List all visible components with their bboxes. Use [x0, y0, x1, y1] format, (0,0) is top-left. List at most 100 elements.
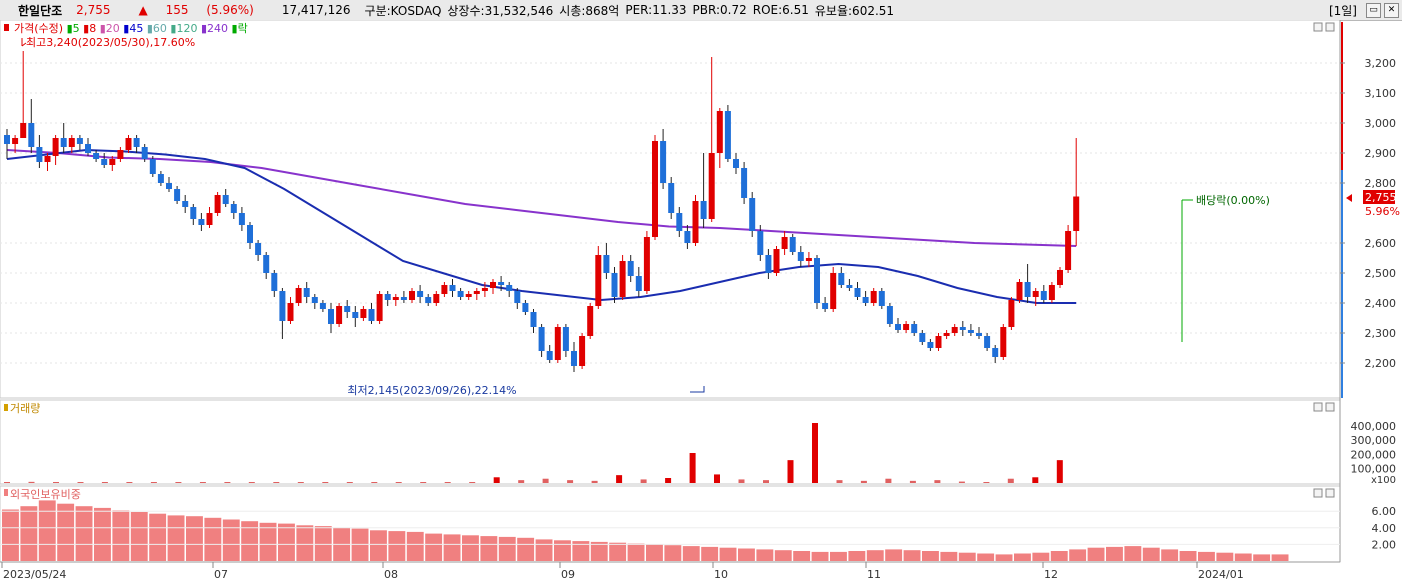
low-label: 최저2,145(2023/09/26),22.14%	[347, 384, 516, 397]
candle	[935, 333, 942, 351]
candle	[157, 171, 164, 186]
candle-body	[984, 336, 991, 348]
candle	[562, 324, 569, 357]
foreign-ratio-bar	[848, 551, 866, 561]
candle	[870, 288, 877, 306]
candle-body	[190, 207, 197, 219]
candle-body	[93, 153, 100, 159]
legend-item: 가격(수정)	[14, 22, 63, 35]
legend-item: 5	[73, 22, 80, 35]
foreign-ratio-bar	[922, 551, 939, 561]
volume-bar	[885, 478, 892, 483]
foreign-ratio-bar	[406, 531, 424, 561]
candle	[660, 129, 667, 189]
candle-body	[838, 273, 845, 285]
candle-body	[230, 204, 237, 213]
volume-bars	[4, 423, 1063, 483]
restore-button[interactable]: ▭	[1366, 2, 1381, 18]
candle-body	[773, 249, 780, 273]
candle-body	[182, 201, 189, 207]
candle	[733, 153, 739, 174]
foreign-ratio-bar	[222, 519, 240, 561]
candle-body	[336, 306, 343, 324]
price-tick-label: 3,100	[1365, 87, 1397, 100]
candle	[141, 144, 148, 162]
price-panel-buttons[interactable]	[1313, 22, 1335, 32]
candle	[846, 279, 853, 291]
foreign-ratio-bar	[774, 550, 792, 561]
candle	[441, 282, 448, 297]
candle-body	[676, 213, 683, 231]
volume-bar	[469, 482, 476, 483]
candle	[417, 285, 424, 303]
legend-item: 240	[207, 22, 228, 35]
candle	[781, 231, 788, 255]
foreign-ratio-bar	[57, 503, 75, 561]
candle	[1057, 267, 1063, 288]
volume-panel[interactable]	[0, 399, 1341, 485]
candle-body	[579, 336, 586, 366]
candle-body	[206, 213, 213, 225]
candle-body	[878, 291, 885, 306]
period-selector[interactable]: [1일]	[1328, 3, 1357, 18]
candle	[481, 282, 488, 297]
date-tick-label: 2024/01	[1198, 568, 1244, 581]
candle	[457, 288, 464, 300]
volume-tick-label: 100,000	[1351, 463, 1397, 476]
volume-bar	[616, 475, 623, 483]
candle	[773, 246, 780, 276]
volume-bar	[420, 482, 427, 483]
candle-body	[214, 195, 221, 213]
candle	[1040, 285, 1047, 303]
candle-body	[562, 327, 569, 351]
candle	[247, 222, 253, 249]
foreign-ratio-bar	[388, 531, 406, 561]
date-tick-label: 07	[214, 568, 228, 581]
candle-body	[749, 198, 756, 231]
volume-tick-label: 300,000	[1351, 434, 1397, 447]
candle-body	[76, 138, 83, 144]
candle-body	[595, 255, 602, 306]
volume-bar	[836, 480, 843, 483]
date-tick-label: 12	[1044, 568, 1058, 581]
foreign-ratio-bar	[1161, 549, 1179, 561]
candle-body	[271, 273, 278, 291]
candle-body	[789, 237, 796, 252]
chart-area[interactable]: 3,200 3,100 3,000 2,900 2,800 2,600 2,500 2,400…	[0, 20, 1402, 582]
candle	[368, 303, 375, 324]
legend-item: 45	[129, 22, 143, 35]
price-tick-label: 2,500	[1365, 267, 1397, 280]
candle-body	[141, 147, 148, 159]
candle-body	[417, 291, 424, 297]
candle	[85, 138, 91, 156]
candle-body	[959, 327, 966, 330]
foreign-ratio-bar	[885, 549, 903, 561]
candle	[36, 135, 43, 168]
volume-panel-buttons[interactable]	[1313, 402, 1335, 412]
candle	[895, 318, 901, 333]
candle-body	[1073, 196, 1080, 231]
current-price: 2,755	[76, 3, 111, 17]
close-button[interactable]: ✕	[1384, 2, 1399, 18]
foreign-tick-label: 6.00	[1372, 505, 1397, 518]
candle-body	[247, 225, 253, 243]
foreign-ratio-bar	[296, 525, 314, 561]
candle	[28, 99, 35, 153]
candle-body	[238, 213, 245, 225]
foreign-ratio-bar	[738, 548, 755, 561]
volume-bar	[714, 474, 720, 483]
candle	[643, 231, 650, 294]
volume-bar	[665, 478, 672, 483]
foreign-ratio-bar	[1216, 552, 1234, 561]
date-tick-label: 09	[561, 568, 575, 581]
foreign-panel-buttons[interactable]	[1313, 488, 1335, 498]
candle	[182, 195, 189, 213]
stock-name[interactable]: 한일단조	[18, 3, 63, 18]
candle-body	[28, 123, 35, 147]
candle	[1065, 225, 1072, 273]
candle-body	[149, 159, 156, 174]
candle-body	[635, 276, 642, 291]
candle-body	[506, 285, 513, 291]
candle-body	[473, 291, 480, 294]
volume-bar	[493, 477, 500, 483]
